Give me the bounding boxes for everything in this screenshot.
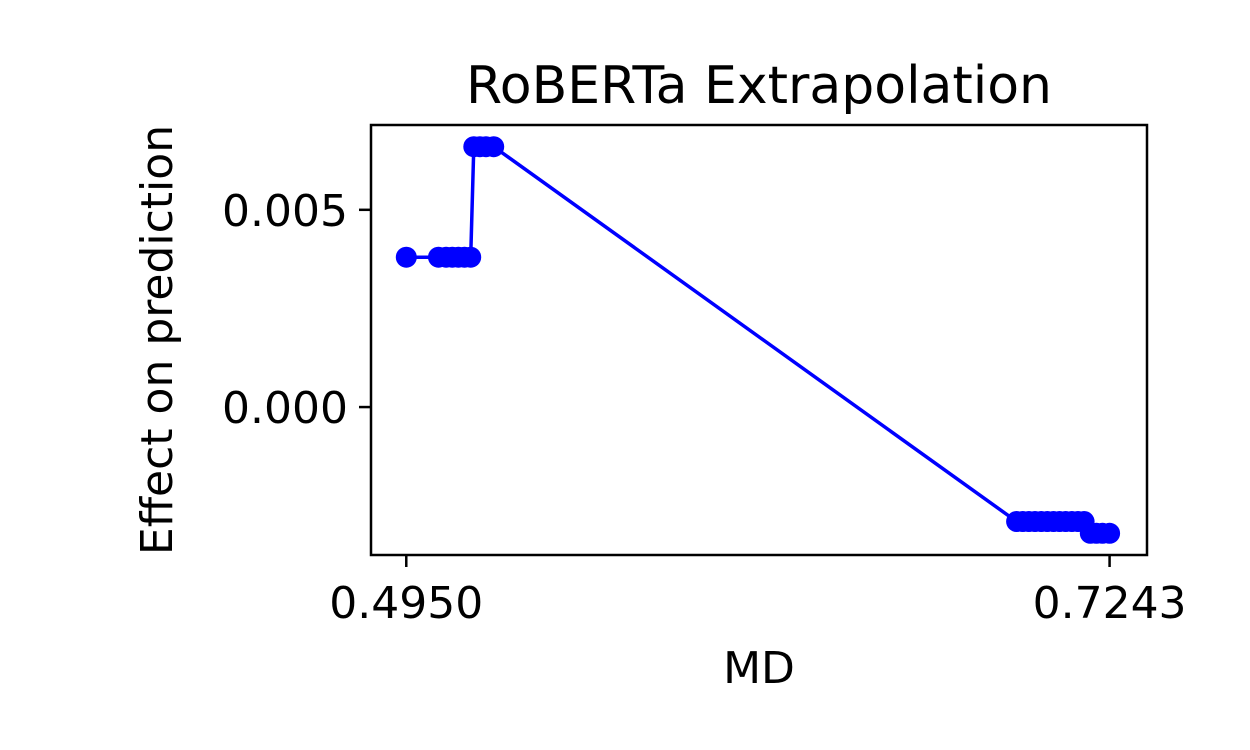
x-axis: 0.4950 0.7243 — [329, 555, 1187, 629]
y-tick-label: 0.000 — [222, 383, 348, 434]
x-axis-label: MD — [723, 643, 795, 694]
data-point — [395, 246, 417, 268]
y-tick-label: 0.005 — [222, 186, 348, 237]
data-point — [460, 246, 482, 268]
y-axis-label: Effect on prediction — [132, 125, 183, 555]
data-point — [1099, 522, 1121, 544]
plot-frame — [369, 123, 1149, 557]
chart-title: RoBERTa Extrapolation — [466, 56, 1052, 116]
x-tick-label: 0.7243 — [1033, 578, 1187, 629]
x-tick-label: 0.4950 — [329, 578, 483, 629]
y-axis: 0.000 0.005 — [222, 186, 371, 434]
data-point — [483, 136, 505, 158]
plot-area — [395, 136, 1121, 544]
